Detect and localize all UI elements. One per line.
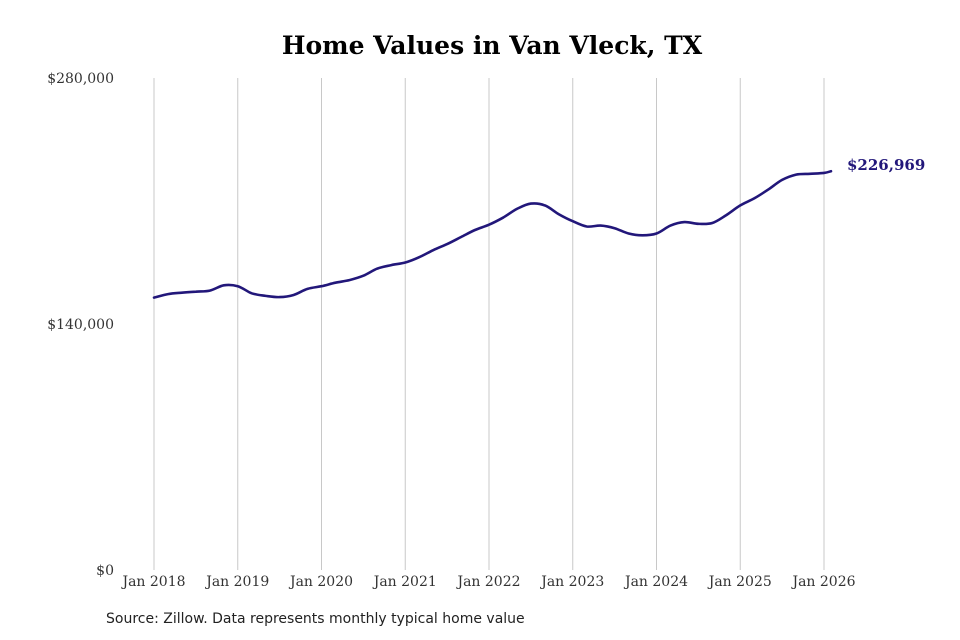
- x-tick-label: Jan 2018: [120, 574, 185, 590]
- x-tick-label: Jan 2024: [623, 574, 688, 590]
- y-tick-label: $280,000: [47, 71, 114, 87]
- chart-title: Home Values in Van Vleck, TX: [282, 31, 703, 60]
- grid-lines: [153, 78, 825, 570]
- series-area: $226,969: [152, 156, 925, 299]
- x-tick-label: Jan 2022: [455, 574, 520, 590]
- y-tick-label: $0: [96, 563, 114, 579]
- series-line-0: [152, 169, 833, 299]
- source-note: Source: Zillow. Data represents monthly …: [106, 611, 525, 627]
- x-tick-label: Jan 2026: [790, 574, 855, 590]
- x-tick-label: Jan 2019: [204, 574, 269, 590]
- x-tick-label: Jan 2021: [372, 574, 437, 590]
- x-tick-label: Jan 2020: [288, 574, 353, 590]
- x-tick-label: Jan 2023: [539, 574, 604, 590]
- y-axis: $0 $140,000 $280,000: [47, 71, 114, 579]
- y-tick-label: $140,000: [47, 317, 114, 333]
- x-tick-label: Jan 2025: [707, 574, 772, 590]
- x-axis: Jan 2018 Jan 2019 Jan 2020 Jan 2021 Jan 2022…: [120, 574, 855, 590]
- end-value-label: $226,969: [847, 156, 925, 174]
